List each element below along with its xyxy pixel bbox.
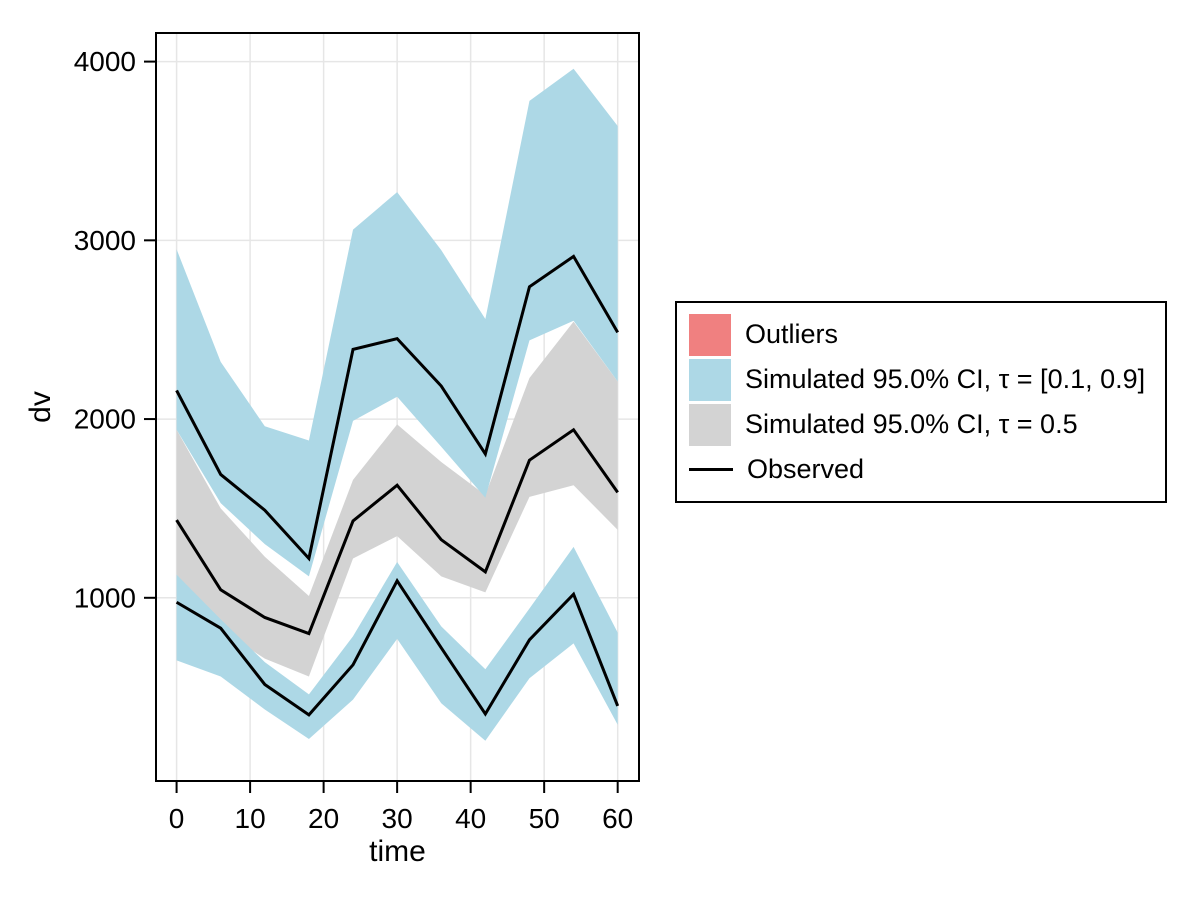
y-tick-label: 3000	[74, 225, 136, 256]
x-tick-label: 40	[455, 803, 486, 834]
legend-label-ci-outer: Simulated 95.0% CI, τ = [0.1, 0.9]	[745, 364, 1146, 394]
ci-band	[176, 68, 618, 577]
ci-band	[176, 321, 618, 677]
legend: Outliers Simulated 95.0% CI, τ = [0.1, 0…	[675, 301, 1167, 503]
x-tick-label: 10	[235, 803, 266, 834]
x-axis-label: time	[369, 835, 426, 868]
x-tick-label: 0	[169, 803, 185, 834]
y-tick-label: 1000	[74, 582, 136, 613]
y-tick-label: 2000	[74, 404, 136, 435]
legend-row-ci-median: Simulated 95.0% CI, τ = 0.5	[689, 402, 1165, 447]
ci-outer-swatch	[689, 358, 731, 401]
legend-row-observed: Observed	[689, 447, 1165, 492]
axes: 0 10 20 30 40 50 60 1000 2000 3000 4000 time dv	[24, 46, 633, 868]
legend-label-outliers: Outliers	[745, 319, 839, 349]
ci-band	[176, 546, 618, 741]
legend-row-ci-outer: Simulated 95.0% CI, τ = [0.1, 0.9]	[689, 357, 1165, 402]
x-tick-label: 30	[382, 803, 413, 834]
x-tick-label: 20	[308, 803, 339, 834]
observed-line	[175, 577, 620, 717]
legend-label-ci-median: Simulated 95.0% CI, τ = 0.5	[745, 409, 1078, 439]
observed-line-swatch	[689, 468, 733, 471]
x-tick-label: 60	[602, 803, 633, 834]
legend-label-observed: Observed	[747, 454, 865, 484]
ci-median-swatch	[689, 403, 731, 446]
y-tick-label: 4000	[74, 46, 136, 77]
observed-line	[175, 427, 619, 636]
observed-line	[175, 254, 619, 562]
x-tick-label: 50	[529, 803, 560, 834]
legend-row-outliers: Outliers	[689, 312, 1165, 357]
outliers-swatch	[689, 313, 731, 356]
y-axis-label: dv	[24, 391, 57, 423]
